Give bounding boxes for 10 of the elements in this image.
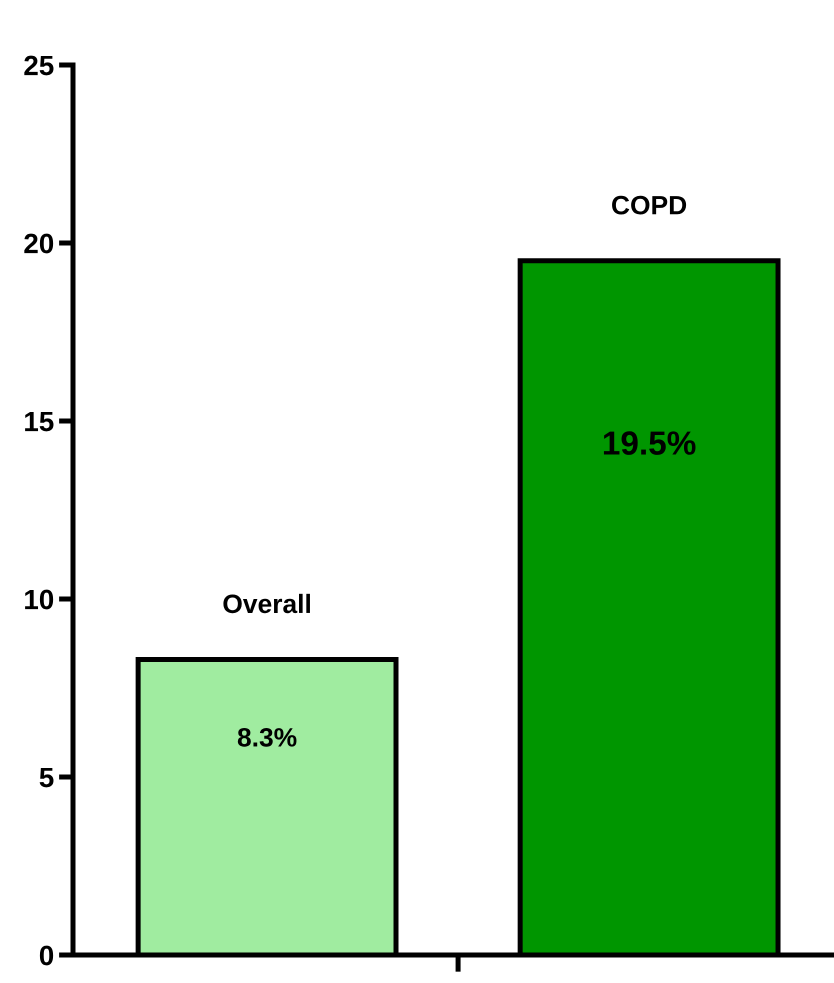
y-tick-label: 5 bbox=[40, 768, 54, 788]
y-tick-label: 15 bbox=[25, 412, 54, 432]
x-tick-label: Overall bbox=[223, 594, 310, 614]
x-tick-label: COPD bbox=[612, 196, 686, 214]
y-tick-label: 20 bbox=[24, 234, 54, 254]
data-label: 8.3% bbox=[238, 728, 296, 747]
y-tick-label: 25 bbox=[24, 56, 54, 76]
y-tick-label: 0 bbox=[40, 946, 54, 966]
data-label: 19.5% bbox=[604, 431, 696, 455]
y-tick-label: 10 bbox=[25, 590, 54, 610]
